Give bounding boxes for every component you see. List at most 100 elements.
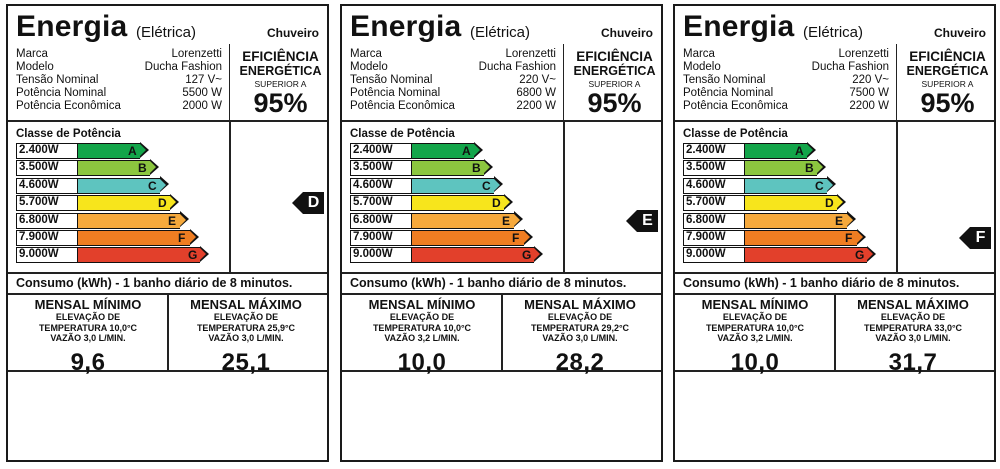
- class-watts: 6.800W: [19, 213, 59, 226]
- class-watt-box: [16, 247, 78, 264]
- class-watt-box: [350, 230, 412, 246]
- class-letter: E: [502, 213, 511, 228]
- spec-key: Potência Econômica: [683, 100, 788, 112]
- energy-label: Energia (Elétrica) Chuveiro Marca Lorenz…: [6, 4, 329, 462]
- class-bar-arrow: [817, 161, 823, 174]
- class-bar-arrow: [484, 161, 490, 174]
- class-bar-fill: [410, 160, 484, 177]
- efficiency-box: EFICIÊNCIA ENERGÉTICA SUPERIOR A 95%: [563, 44, 665, 120]
- spec-list: Marca Lorenzetti Modelo Ducha Fashion Te…: [16, 48, 222, 113]
- class-letter: F: [845, 231, 853, 245]
- efficiency-line1: EFICIÊNCIA: [242, 49, 319, 64]
- spec-list: Marca Lorenzetti Modelo Ducha Fashion Te…: [350, 48, 556, 113]
- spec-value-marca: Lorenzetti: [505, 48, 556, 60]
- label-subtitle: (Elétrica): [803, 24, 864, 41]
- class-letter: A: [795, 144, 804, 158]
- spec-row-modelo: Modelo Ducha Fashion: [350, 61, 556, 74]
- spec-value-potencia-economica: 2200 W: [849, 100, 889, 112]
- monthly-max: MENSAL MÁXIMO ELEVAÇÃO DE TEMPERATURA 33…: [838, 298, 988, 377]
- monthly-max: MENSAL MÁXIMO ELEVAÇÃO DE TEMPERATURA 29…: [505, 298, 655, 377]
- class-bar-fill: [76, 177, 160, 194]
- efficiency-line2: ENERGÉTICA: [573, 64, 656, 78]
- class-watt-box: [683, 160, 745, 177]
- max-value: 31,7: [888, 348, 938, 376]
- min-elev-label: ELEVAÇÃO DE: [55, 312, 121, 322]
- label-header: Energia (Elétrica) Chuveiro: [16, 10, 321, 48]
- class-bar-fill: [76, 143, 140, 159]
- spec-key: Potência Econômica: [16, 100, 121, 112]
- label-header: Energia (Elétrica) Chuveiro: [683, 10, 988, 48]
- consumption-note: Consumo (kWh) - 1 banho diário de 8 minu…: [350, 276, 627, 290]
- class-letter: E: [168, 213, 177, 228]
- class-watt-box: [350, 247, 412, 264]
- min-elev-label: ELEVAÇÃO DE: [389, 312, 455, 322]
- class-watts: 2.400W: [19, 144, 59, 156]
- divider: [896, 120, 898, 272]
- monthly-min-heading: MENSAL MÍNIMO: [701, 297, 809, 312]
- spec-row-potencia-nominal: Potência Nominal 7500 W: [683, 87, 889, 100]
- max-flow: VAZÃO 3,0 L/MIN.: [542, 333, 618, 343]
- monthly-min: MENSAL MÍNIMO ELEVAÇÃO DE TEMPERATURA 10…: [680, 298, 830, 377]
- spec-key: Potência Nominal: [683, 87, 774, 99]
- spec-row-potencia-economica: Potência Econômica 2200 W: [350, 100, 556, 113]
- spec-value-tensao: 220 V~: [852, 74, 889, 86]
- spec-row-potencia-nominal: Potência Nominal 5500 W: [16, 87, 222, 100]
- max-elev-label: ELEVAÇÃO DE: [213, 312, 279, 322]
- min-value: 10,0: [730, 348, 780, 376]
- class-title: Classe de Potência: [683, 128, 788, 140]
- spec-row-potencia-nominal: Potência Nominal 6800 W: [350, 87, 556, 100]
- class-bar-arrow: [867, 248, 873, 261]
- class-letter: A: [128, 144, 137, 158]
- max-elev-label: ELEVAÇÃO DE: [880, 312, 946, 322]
- min-flow: VAZÃO 3,2 L/MIN.: [717, 333, 793, 343]
- spec-row-marca: Marca Lorenzetti: [683, 48, 889, 61]
- class-bar-fill: [743, 143, 807, 159]
- max-elev-label: ELEVAÇÃO DE: [547, 312, 613, 322]
- spec-list: Marca Lorenzetti Modelo Ducha Fashion Te…: [683, 48, 889, 113]
- spec-row-tensao: Tensão Nominal 127 V~: [16, 74, 222, 87]
- divider: [342, 370, 661, 372]
- spec-row-marca: Marca Lorenzetti: [350, 48, 556, 61]
- class-bar-fill: [76, 212, 180, 229]
- class-bar-fill: [410, 143, 474, 159]
- class-letter: D: [825, 196, 834, 211]
- divider: [563, 120, 565, 272]
- class-bar-fill: [743, 212, 847, 229]
- class-bar-fill: [410, 212, 514, 229]
- efficiency-line1: EFICIÊNCIA: [576, 49, 653, 64]
- min-temp: TEMPERATURA 10,0°C: [372, 322, 472, 333]
- monthly-max: MENSAL MÁXIMO ELEVAÇÃO DE TEMPERATURA 25…: [171, 298, 321, 377]
- class-letter: A: [462, 144, 471, 158]
- efficiency-line1: EFICIÊNCIA: [909, 49, 986, 64]
- spec-row-tensao: Tensão Nominal 220 V~: [350, 74, 556, 87]
- rating-arrow: [292, 192, 303, 215]
- max-flow: VAZÃO 3,0 L/MIN.: [208, 333, 284, 343]
- max-value: 28,2: [555, 348, 605, 376]
- rating-letter: F: [970, 227, 991, 249]
- spec-key: Modelo: [683, 61, 721, 73]
- divider: [167, 293, 169, 370]
- spec-value-potencia-economica: 2000 W: [182, 100, 222, 112]
- class-bar-arrow: [837, 196, 843, 209]
- class-bar-fill: [743, 230, 857, 246]
- class-watt-box: [683, 247, 745, 264]
- label-title: Energia: [350, 10, 462, 43]
- spec-value-potencia-nominal: 5500 W: [182, 87, 222, 99]
- spec-value-modelo: Ducha Fashion: [811, 61, 889, 73]
- class-bar-arrow: [847, 213, 853, 226]
- monthly-min-heading: MENSAL MÍNIMO: [368, 297, 476, 312]
- class-watt-box: [16, 160, 78, 177]
- class-letter: C: [482, 178, 491, 193]
- class-letter: B: [472, 161, 481, 176]
- class-bar-arrow: [180, 213, 186, 226]
- class-watt-box: [16, 230, 78, 246]
- spec-row-modelo: Modelo Ducha Fashion: [16, 61, 222, 74]
- max-temp: TEMPERATURA 29,2°C: [530, 322, 630, 333]
- spec-key: Modelo: [350, 61, 388, 73]
- efficiency-line3: SUPERIOR A: [921, 79, 974, 89]
- min-elev-label: ELEVAÇÃO DE: [722, 312, 788, 322]
- class-bar-fill: [410, 230, 524, 246]
- efficiency-line3: SUPERIOR A: [588, 79, 641, 89]
- divider: [675, 272, 994, 274]
- efficiency-value: 95%: [920, 88, 975, 118]
